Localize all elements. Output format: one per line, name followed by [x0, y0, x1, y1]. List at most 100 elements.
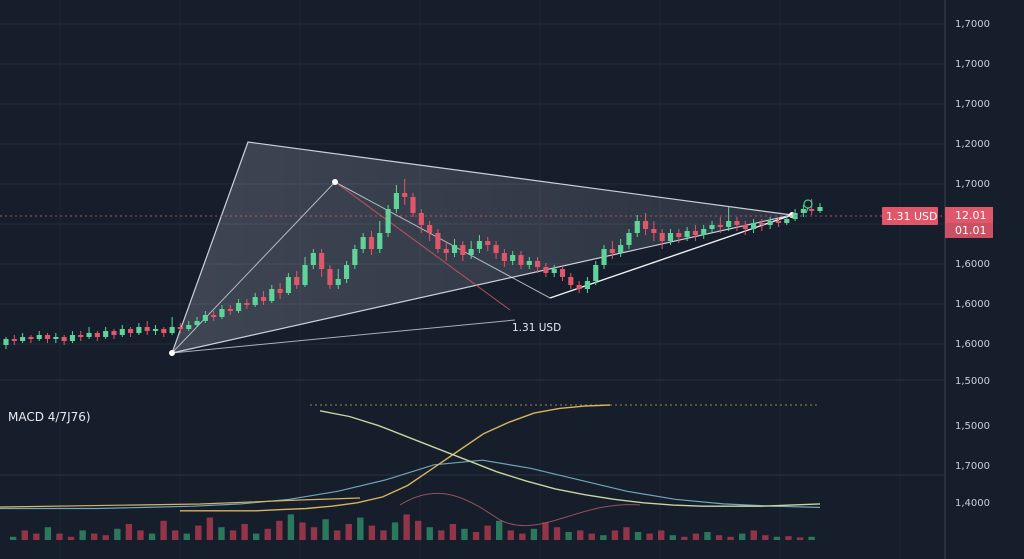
macd-axis-labels: 1,5000 1,7000 1,4000 — [955, 421, 990, 509]
candle-body-29 — [244, 303, 250, 305]
candle-body-42 — [352, 249, 358, 265]
candle-body-11 — [94, 333, 100, 337]
candle-body-60 — [501, 253, 507, 261]
macd-histogram-bar-34 — [403, 514, 410, 540]
candle-body-66 — [551, 269, 557, 273]
candle-body-86 — [717, 225, 723, 227]
candle-body-58 — [485, 241, 491, 245]
candle-body-69 — [576, 285, 582, 289]
candle-body-17 — [144, 327, 150, 331]
candle-body-32 — [269, 289, 275, 301]
candle-body-45 — [377, 233, 383, 249]
candle-body-13 — [111, 331, 117, 335]
pattern-vertex-0 — [332, 179, 338, 185]
candle-body-79 — [659, 233, 665, 241]
price-tag-right-bottom: 01.01 — [945, 223, 993, 238]
candle-body-70 — [584, 281, 591, 289]
macd-histogram-bar-15 — [183, 533, 190, 540]
candle-body-31 — [260, 297, 267, 301]
macd-histogram-bar-36 — [426, 527, 433, 540]
candle-body-55 — [460, 245, 466, 255]
candle-body-30 — [252, 297, 258, 305]
macd-slow-line — [319, 410, 821, 507]
candle-body-34 — [285, 277, 291, 293]
macd-histogram-bar-9 — [114, 528, 121, 540]
candle-body-88 — [734, 221, 740, 225]
candle-body-38 — [319, 253, 325, 269]
price-axis-label-4: 1,7000 — [955, 179, 990, 190]
macd-histogram-bar-51 — [600, 535, 607, 540]
price-axis-label-5: 1,6000 — [955, 259, 990, 270]
macd-histogram-bar-29 — [345, 524, 352, 540]
candle-body-18 — [152, 329, 159, 331]
macd-histogram-bar-60 — [704, 532, 711, 540]
candle-body-78 — [651, 229, 657, 233]
macd-histogram-bar-11 — [137, 530, 144, 540]
candle-body-48 — [402, 193, 408, 197]
macd-histogram-bar-37 — [438, 530, 445, 540]
candle-body-33 — [277, 289, 283, 293]
candle-body-92 — [767, 221, 773, 225]
candle-body-2 — [20, 337, 26, 341]
macd-histogram-bar-28 — [334, 530, 341, 540]
candle-body-40 — [335, 279, 341, 285]
price-axis-label-2: 1,7000 — [955, 99, 990, 110]
candle-body-93 — [775, 221, 782, 223]
macd-histogram-bar-68 — [796, 537, 804, 540]
macd-histogram-bar-19 — [229, 530, 237, 540]
price-tag-left-text: 1.31 USD — [886, 210, 938, 223]
candle-body-35 — [294, 277, 300, 285]
macd-histogram-bar-67 — [785, 536, 792, 540]
candle-body-54 — [451, 245, 458, 253]
downtrend-line — [334, 181, 511, 311]
price-axis-label-6: 1,6000 — [955, 299, 990, 310]
candle-body-83 — [692, 231, 698, 235]
candle-body-81 — [676, 233, 682, 237]
candle-body-85 — [709, 225, 715, 229]
macd-axis-label-1: 1,7000 — [955, 461, 990, 472]
candle-body-10 — [86, 333, 92, 337]
candle-body-24 — [202, 315, 208, 321]
candle-body-27 — [227, 309, 233, 311]
candle-body-3 — [28, 337, 34, 339]
candle-body-12 — [103, 331, 109, 337]
candle-body-97 — [809, 209, 815, 211]
macd-histogram-bar-50 — [588, 533, 595, 540]
macd-histogram-bar-18 — [218, 527, 225, 540]
macd-baseline — [0, 497, 361, 508]
candle-body-52 — [435, 233, 441, 249]
macd-histogram-bar-1 — [21, 530, 28, 540]
candle-body-77 — [642, 221, 649, 229]
candle-body-6 — [53, 337, 59, 339]
candles — [3, 179, 823, 349]
macd-histogram-bar-55 — [646, 533, 653, 540]
macd-histogram-bar-38 — [449, 524, 457, 540]
macd-histogram-bar-35 — [415, 520, 422, 540]
price-axis-label-7: 1,6000 — [955, 339, 990, 350]
candle-body-50 — [418, 213, 424, 225]
candle-body-44 — [368, 237, 375, 249]
macd-histogram-bar-58 — [681, 536, 688, 540]
candle-body-63 — [526, 261, 532, 265]
candle-body-96 — [800, 209, 806, 213]
candle-body-37 — [310, 253, 316, 265]
macd-histogram-bar-25 — [299, 522, 306, 540]
price-axis-label-3: 1,2000 — [955, 139, 990, 150]
candle-body-36 — [302, 265, 308, 285]
macd-histogram-bar-43 — [507, 530, 514, 540]
candle-body-39 — [327, 269, 333, 285]
candle-body-87 — [726, 221, 732, 227]
macd-axis-label-0: 1,5000 — [955, 421, 990, 432]
macd-histogram-bar-56 — [658, 530, 665, 540]
macd-histogram-bar-42 — [496, 520, 503, 540]
candle-body-7 — [61, 337, 67, 341]
candle-body-71 — [593, 265, 599, 281]
macd-histogram-bar-46 — [542, 522, 549, 540]
macd-histogram-bar-26 — [310, 527, 318, 540]
macd-histogram-bar-24 — [287, 514, 295, 540]
macd-histogram-bar-48 — [565, 532, 572, 540]
candle-body-1 — [11, 339, 17, 341]
macd-signal-line — [0, 459, 821, 510]
macd-histogram-bar-22 — [264, 528, 271, 540]
macd-histogram-bar-7 — [91, 533, 98, 540]
